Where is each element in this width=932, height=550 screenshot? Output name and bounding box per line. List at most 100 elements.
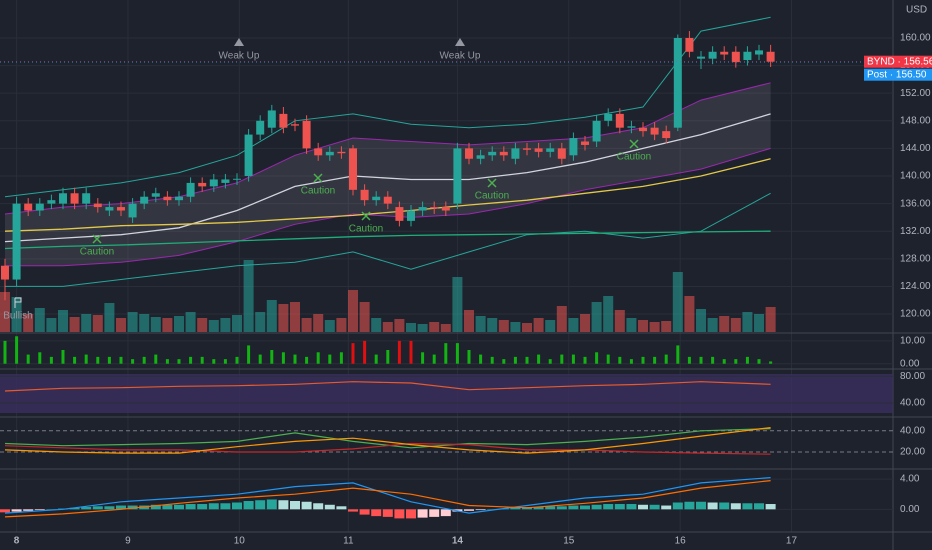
volume-bar [313,314,324,332]
indicator-bar [212,359,216,364]
signal-icon [455,38,465,46]
indicator-bar [328,354,332,364]
histogram-bar [626,504,637,510]
overlay-line [4,113,771,243]
candle-body [314,148,323,156]
y-tick-label: 0.00 [900,358,920,369]
candle-body [163,196,172,201]
indicator-bar [421,352,425,364]
signal-icon [487,178,497,188]
volume-bar [452,277,463,332]
y-tick-label: 140.00 [900,171,931,182]
volume-bar [661,321,672,332]
histogram-bar [127,505,138,510]
indicator-bar [513,356,517,364]
histogram-bar [208,503,219,510]
indicator-bar [722,359,726,364]
volume-bar [69,317,80,332]
candle-body [604,113,613,121]
volume-bar [173,316,184,332]
volume-bar [475,316,486,332]
histogram-bar [92,506,103,510]
indicator-bar [745,356,749,364]
candle-body [360,189,369,201]
indicator-bar [548,359,552,364]
y-tick-label: 132.00 [900,226,931,237]
indicator-bar [26,354,30,364]
candle-body [82,193,91,204]
indicator-bar [687,356,691,364]
histogram-bar [417,509,428,518]
histogram-bar [0,509,10,513]
indicator-bar [467,350,471,364]
candle-body [731,51,740,63]
y-tick-label: 160.00 [900,33,931,44]
signal-icon [361,211,371,221]
candle-body [140,196,149,204]
y-tick-label: 40.00 [900,425,925,436]
candle-body [534,148,543,152]
overlay-line [5,192,771,287]
x-tick-label: 15 [563,536,575,547]
indicator-bar [15,336,19,364]
histogram-bar [765,504,776,510]
candle-body [755,50,764,55]
annotation: Weak Up [440,51,481,62]
volume-bar [487,318,498,332]
candle-body [673,37,682,128]
signal-icon [92,234,102,244]
indicator-bar [769,361,773,364]
indicator-bar [49,356,53,364]
y-tick-label: 148.00 [900,115,931,126]
histogram-bar [719,502,730,510]
price-label-box [864,55,932,68]
y-tick-label: 120.00 [900,309,931,320]
indicator-bar [316,352,320,364]
indicator-bar [432,354,436,364]
candle-body [743,51,752,61]
indicator-bar [351,343,355,364]
volume-bar [522,323,533,332]
indicator-bar [363,340,367,364]
volume-bar [580,314,591,332]
annotation: Bullish [3,311,32,322]
volume-bar [556,306,567,332]
candle-body [70,193,79,204]
x-tick-label: 11 [343,536,354,547]
candle-body [511,148,520,159]
histogram-bar [580,505,591,510]
histogram-bar [638,504,649,510]
histogram-bar [475,509,486,511]
candle-body [708,51,717,59]
histogram-bar [34,509,45,511]
volume-bar [220,318,231,332]
candle-body [279,113,288,128]
volume-bar [440,324,451,332]
indicator-line [4,428,771,449]
volume-bar [638,320,649,332]
volume-bar [429,322,440,332]
volume-bar [115,318,126,332]
candle-body [209,179,218,187]
volume-bar [406,323,417,332]
y-tick-label: 124.00 [900,281,931,292]
histogram-bar [649,504,660,510]
volume-bar [649,322,660,332]
candle-body [244,134,253,177]
volume-bar [139,314,150,332]
candle-body [766,51,775,62]
x-tick-label: 16 [675,536,687,547]
volume-bar [348,290,359,332]
histogram-bar [510,507,521,510]
volume-bar [197,318,208,332]
volume-bar [614,310,625,332]
y-tick-label: 4.00 [900,474,920,485]
histogram-bar [406,509,417,519]
candle-body [383,196,392,204]
indicator-line [4,480,771,518]
histogram-bar [231,502,242,510]
histogram-bar [371,509,382,517]
price-label-box [864,68,932,81]
volume-bar [289,302,300,332]
histogram-bar [336,506,347,510]
